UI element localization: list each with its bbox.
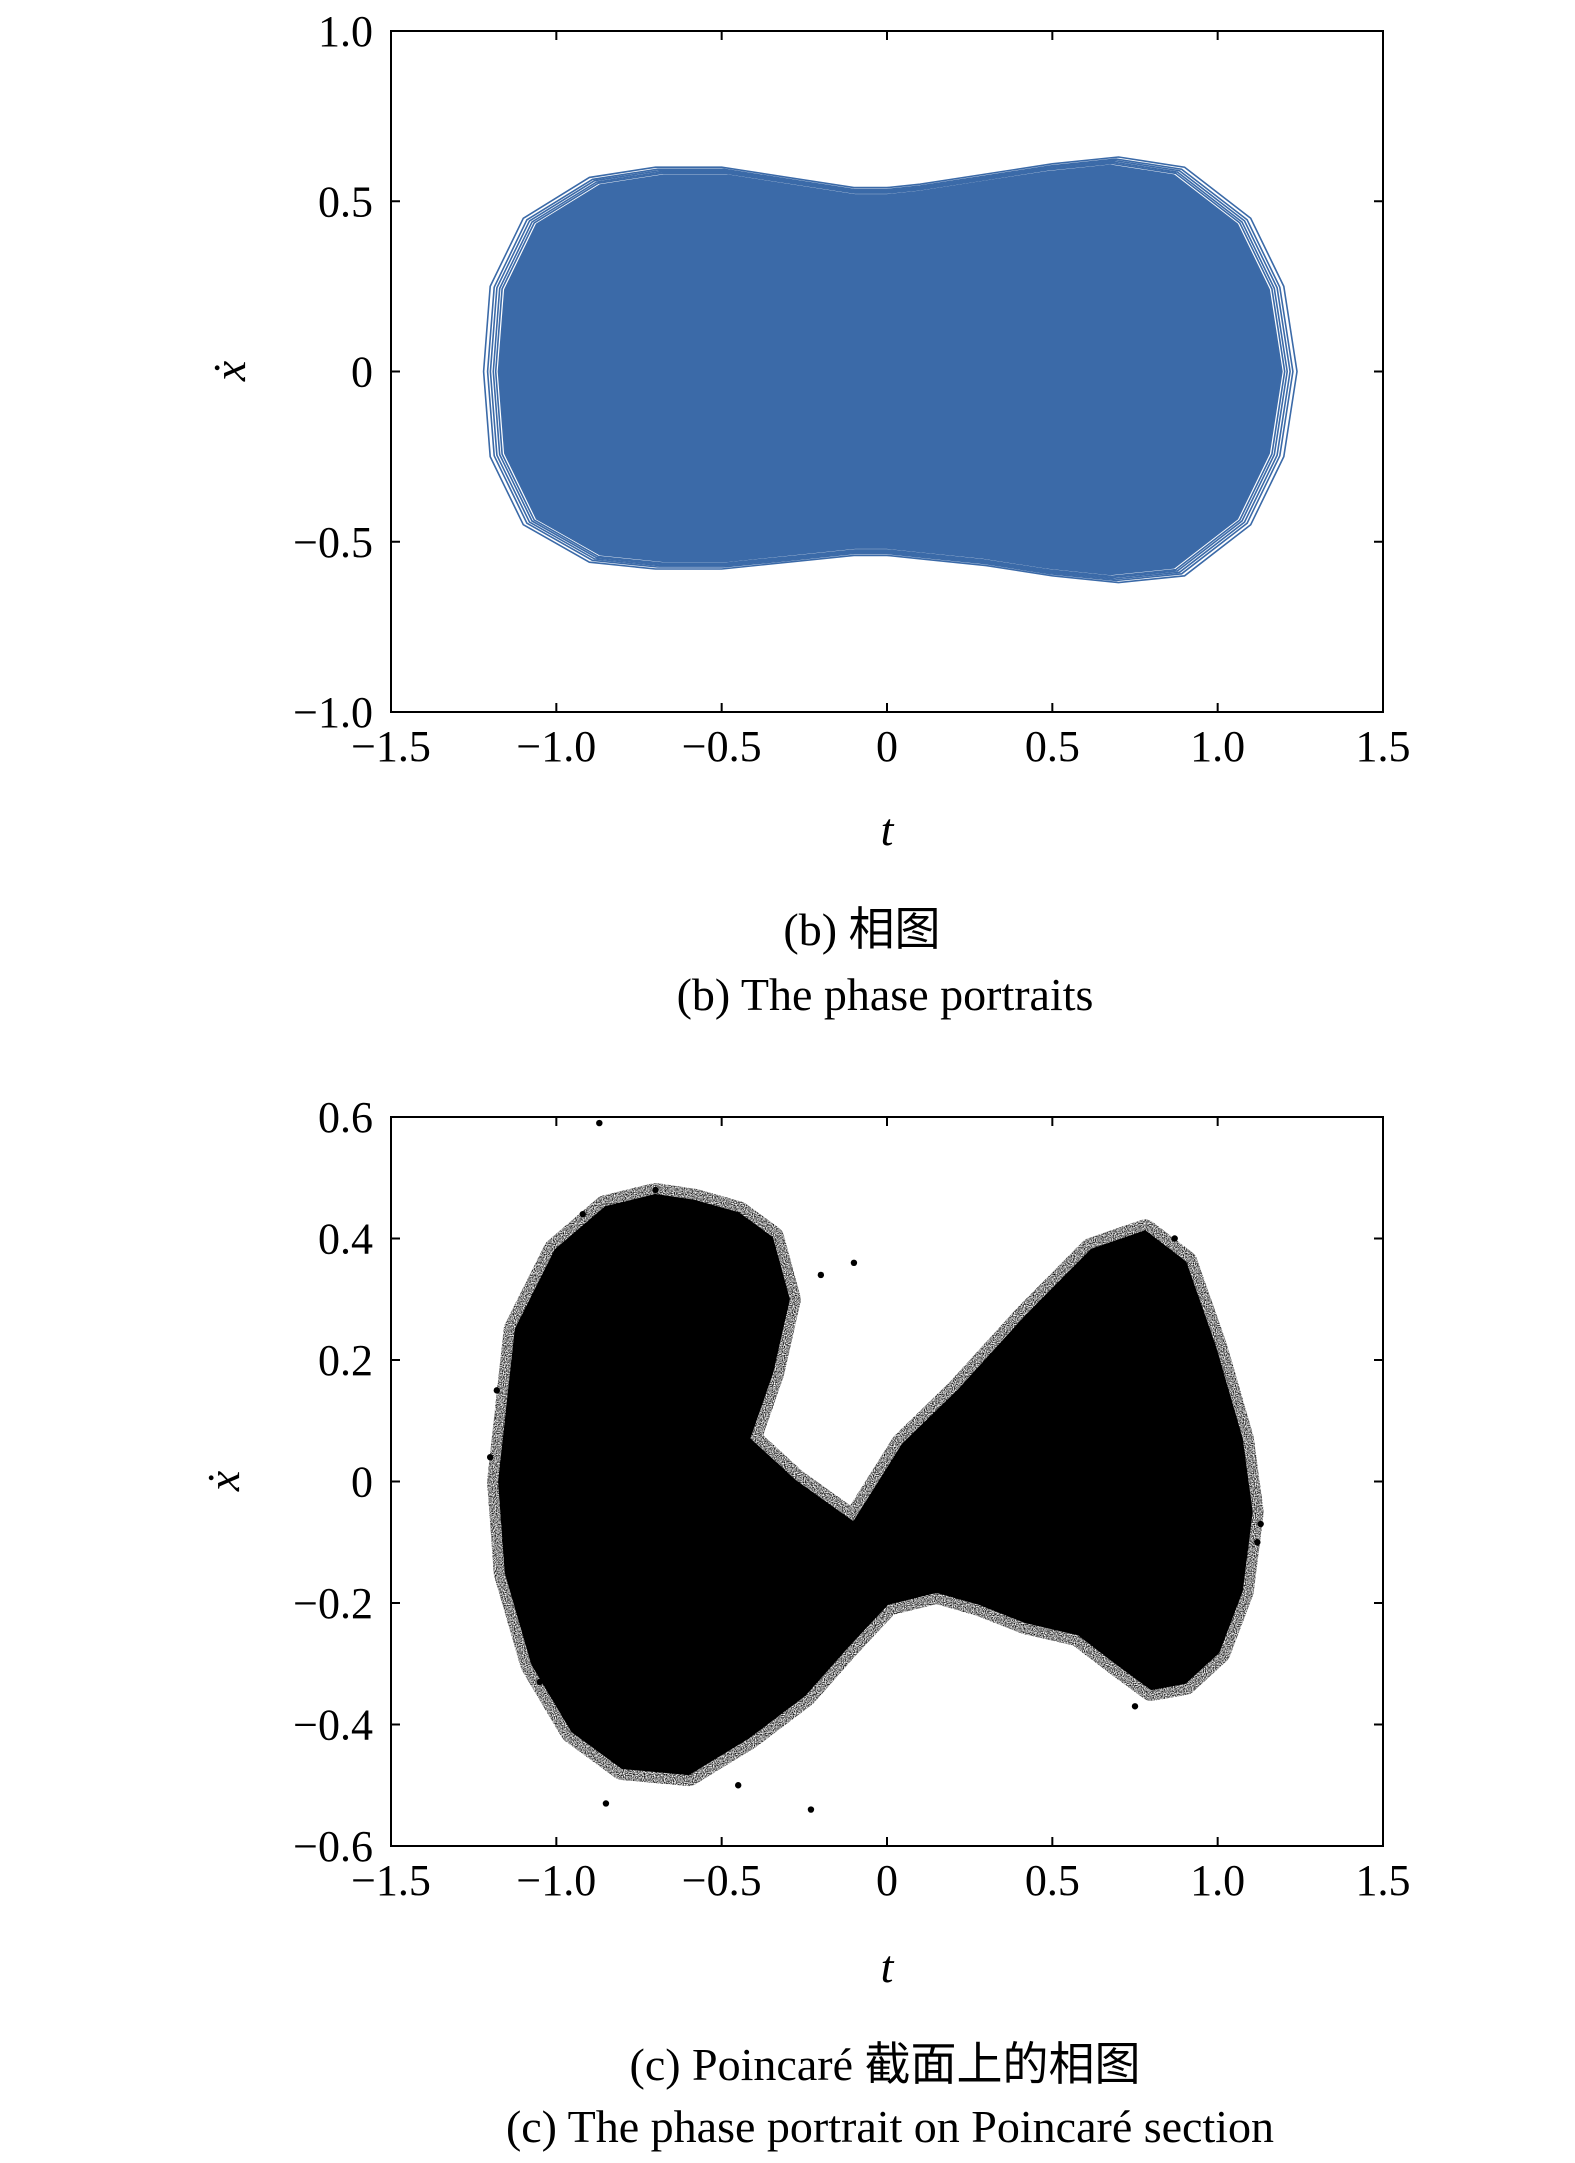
y-tick-label: 0 (351, 1458, 373, 1507)
poincare-point (1171, 1235, 1178, 1242)
y-tick-label: 0.5 (318, 177, 373, 226)
x-tick-label: 1.5 (1356, 1856, 1411, 1905)
x-tick-label: 0.5 (1025, 1856, 1080, 1905)
y-tick-label: −1.0 (293, 688, 373, 737)
phase-trajectory-group (482, 156, 1298, 584)
poincare-section-panel: −1.5 −1.0 −0.5 0 0.5 1.0 1.5 −0.6 −0.4 −0.2 0 0.2 0… (198, 1093, 1411, 2152)
x-tick-label: 1.0 (1190, 722, 1245, 771)
poincare-point (1188, 1296, 1195, 1303)
poincare-point (487, 1454, 494, 1461)
poincare-point (1254, 1539, 1261, 1546)
y-tick-label: −0.2 (293, 1579, 373, 1628)
x-tick-label: 1.0 (1190, 1856, 1245, 1905)
poincare-point (652, 1186, 659, 1194)
caption-cn: (c) Poincaré 截面上的相图 (630, 2039, 1141, 2090)
phase-trajectory-fill (497, 164, 1283, 576)
poincare-point (1131, 1703, 1139, 1710)
y-tick-label: 0 (351, 348, 373, 397)
poincare-points-group (487, 1119, 1264, 1813)
poincare-point (735, 1782, 742, 1789)
x-tick-labels: −1.5 −1.0 −0.5 0 0.5 1.0 1.5 (351, 722, 1410, 771)
x-axis-label: t (881, 804, 895, 855)
axis-ticks (390, 1116, 1384, 1847)
y-tick-label: −0.5 (293, 518, 373, 567)
poincare-point (807, 1806, 815, 1813)
poincare-point (493, 1387, 501, 1394)
phase-trajectory-line (494, 162, 1286, 578)
phase-portrait-panel: −1.5 −1.0 −0.5 0 0.5 1.0 1.5 −1.0−0.500.51.0 t… (204, 7, 1411, 1020)
y-axis-label: ẋ (204, 360, 255, 382)
y-tick-label: −0.6 (293, 1822, 373, 1871)
y-tick-labels: −0.6 −0.4 −0.2 0 0.2 0.4 0.6 (293, 1093, 373, 1871)
y-tick-label: 1.0 (318, 7, 373, 56)
poincare-point (1257, 1520, 1264, 1528)
poincare-point (536, 1678, 543, 1686)
phase-trajectory-line (482, 156, 1298, 584)
x-tick-label: 0 (876, 722, 898, 771)
y-tick-label: 0.4 (318, 1215, 373, 1264)
phase-trajectory-line (486, 158, 1294, 582)
x-tick-labels: −1.5 −1.0 −0.5 0 0.5 1.0 1.5 (351, 1856, 1410, 1905)
x-tick-label: 0.5 (1025, 722, 1080, 771)
caption-en: (c) The phase portrait on Poincaré secti… (506, 2101, 1274, 2152)
x-tick-label: −1.0 (516, 1856, 596, 1905)
caption-en: (b) The phase portraits (677, 969, 1094, 1020)
x-tick-label: −1.5 (351, 722, 431, 771)
x-axis-label: t (881, 1941, 895, 1992)
poincare-point (602, 1800, 610, 1807)
poincare-cloud-core (498, 1194, 1253, 1776)
poincare-point (850, 1259, 858, 1267)
x-tick-label: −1.0 (516, 722, 596, 771)
poincare-point (579, 1211, 586, 1218)
y-tick-labels: −1.0 −0.5 0 0.5 1.0 (293, 7, 373, 737)
poincare-point (817, 1271, 825, 1279)
y-tick-label: −0.4 (293, 1701, 373, 1750)
x-tick-label: −0.5 (682, 1856, 762, 1905)
phase-trajectory-line (492, 161, 1289, 579)
poincare-point (596, 1119, 603, 1127)
x-tick-label: −1.5 (351, 1856, 431, 1905)
y-axis-label: ẋ (198, 1470, 249, 1492)
phase-trajectory-line (489, 159, 1291, 580)
x-tick-label: −0.5 (682, 722, 762, 771)
caption-cn: (b) 相图 (783, 904, 940, 955)
axis-ticks (390, 30, 1384, 713)
y-tick-label: 0.6 (318, 1093, 373, 1142)
y-tick-label: 0.2 (318, 1336, 373, 1385)
x-tick-label: 1.5 (1356, 722, 1411, 771)
x-tick-label: 0 (876, 1856, 898, 1905)
